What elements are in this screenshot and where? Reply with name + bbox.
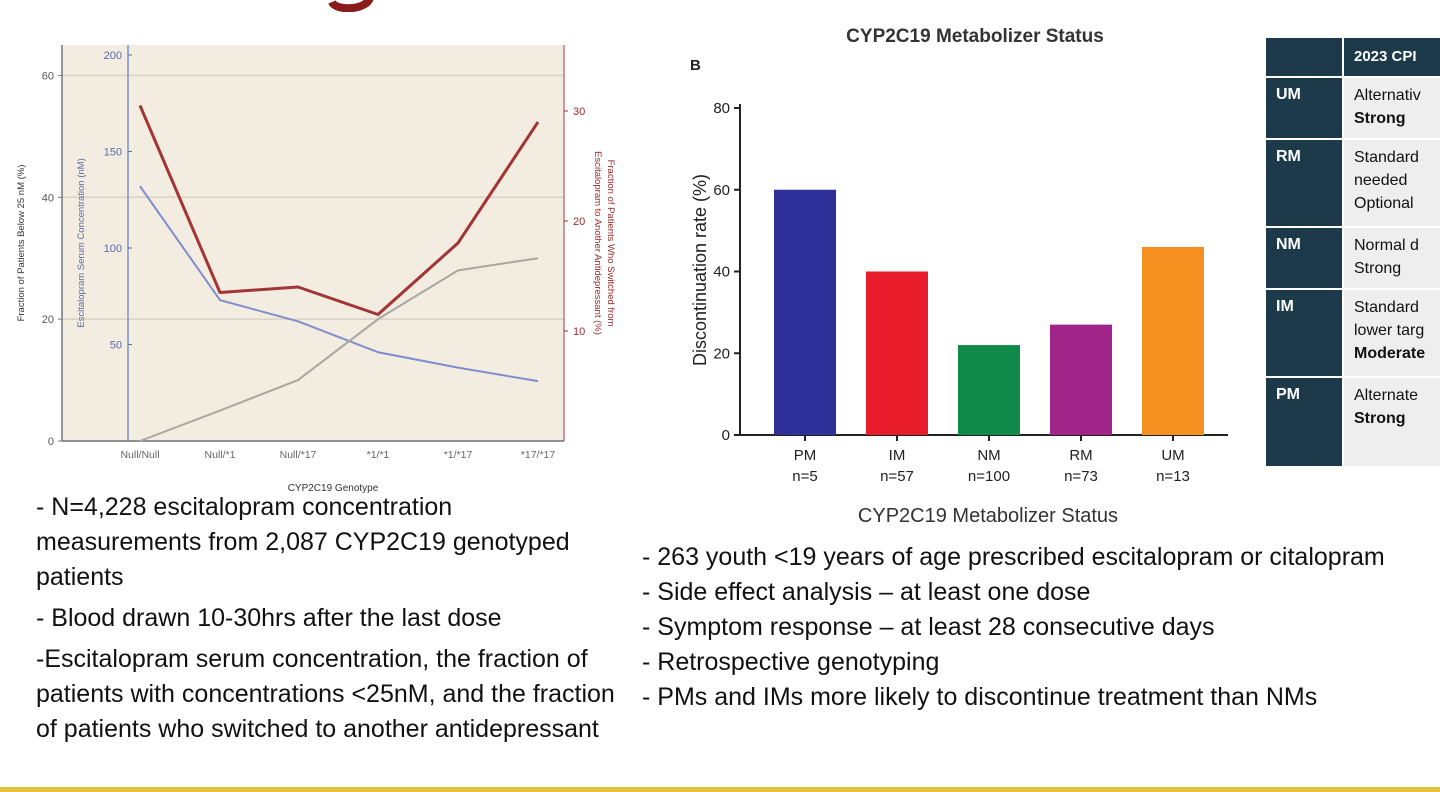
x-tick-label: UM [1161, 447, 1184, 464]
y-axis-title: Discontinuation rate (%) [690, 174, 710, 366]
x-tick-label: Null/*17 [280, 449, 317, 461]
y-axis-title-right: Fraction of Patients Who Switched fromEs… [592, 151, 616, 335]
y-tick-label-inner: 50 [110, 340, 122, 352]
bar-pm [774, 189, 836, 435]
right-notes: - 263 youth <19 years of age prescribed … [642, 540, 1440, 715]
left-notes: - N=4,228 escitalopram concentration mea… [36, 490, 616, 753]
x-tick-label: NM [977, 447, 1000, 464]
cpic-recommendation-table: 2023 CPI UM Alternativ Strong RM Standard need… [1266, 38, 1440, 466]
bar-um [1142, 246, 1204, 435]
right-bullet: - Side effect analysis – at least one do… [642, 578, 1091, 606]
x-axis-title: CYP2C19 Genotype [288, 483, 379, 494]
x-tick-label: *1/*1 [367, 449, 390, 461]
table-row-label: NM [1266, 228, 1342, 288]
left-bullet: -Escitalopram serum concentration, the f… [36, 645, 615, 743]
table-header-blank [1266, 38, 1342, 76]
bar-im [866, 271, 928, 435]
y-tick-label: 80 [713, 100, 730, 117]
x-tick-label: Null/*1 [205, 449, 236, 461]
y-tick-label: 20 [713, 345, 730, 362]
table-row-label: RM [1266, 140, 1342, 226]
y-tick-label-outer: 0 [48, 436, 54, 448]
series-line-1 [139, 185, 539, 383]
title-fragment [328, 0, 373, 12]
table-row-text: Standard needed Optional [1344, 140, 1440, 226]
series-line-3 [139, 257, 539, 442]
table-row-line: Alternativ [1354, 87, 1421, 104]
x-tick-label: Null/Null [120, 449, 159, 461]
table-row-label: UM [1266, 78, 1342, 138]
table-row-line: Strong [1354, 410, 1406, 427]
y-tick-label-inner: 150 [104, 147, 122, 159]
left-line-chart: 0 20 40 60 50 100 150 200 10 20 30 Fraction of Pati… [16, 45, 616, 494]
bottom-rule [0, 787, 1440, 792]
table-row-line: Alternate [1354, 387, 1419, 404]
y-tick-label-right: 30 [573, 106, 585, 118]
x-tick-label: PM [794, 447, 817, 464]
y-tick-label-outer: 60 [42, 70, 54, 82]
y-tick-label: 0 [722, 427, 730, 444]
bar-nm [958, 345, 1020, 435]
y-tick-label: 60 [713, 182, 730, 199]
plot-background [62, 45, 564, 441]
y-axis-title-right-line: Escitalopram to Another Antidepressant (… [592, 151, 603, 335]
x-tick-label: IM [889, 447, 906, 464]
x-tick-n-label: n=5 [792, 468, 817, 485]
chart-title: CYP2C19 Metabolizer Status [846, 26, 1104, 47]
y-tick-label-outer: 20 [42, 314, 54, 326]
y-axis-title-outer: Fraction of Patients Below 25 nM (%) [16, 165, 27, 322]
table-row-line: Standard [1354, 299, 1419, 316]
left-bullet: - Blood drawn 10-30hrs after the last do… [36, 604, 502, 632]
table-row-label: PM [1266, 378, 1342, 466]
right-bullet: - PMs and IMs more likely to discontinue… [642, 683, 1318, 711]
x-axis-title: CYP2C19 Metabolizer Status [858, 505, 1118, 527]
panel-label: B [690, 57, 701, 74]
table-row-text: Normal d Strong [1344, 228, 1440, 288]
y-tick-label: 40 [713, 264, 730, 281]
y-tick-label-outer: 40 [42, 192, 54, 204]
table-row-line: Standard [1354, 149, 1419, 166]
table-row-line: Normal d [1354, 237, 1419, 254]
x-tick-n-label: n=13 [1156, 468, 1190, 485]
table-row-line: Strong [1354, 260, 1402, 277]
x-tick-label: *1/*17 [444, 449, 473, 461]
y-axis-title-inner: Escitalopram Serum Concentration (nM) [76, 158, 87, 327]
series-line-2 [138, 104, 540, 316]
table-row-line: Optional [1354, 195, 1414, 212]
table-header: 2023 CPI [1344, 38, 1440, 76]
right-bullet: - 263 youth <19 years of age prescribed … [642, 543, 1385, 571]
y-axis-title-right-line: Fraction of Patients Who Switched from [605, 160, 616, 327]
table-row-line: Moderate [1354, 345, 1426, 362]
table-row-text: Standard lower targ Moderate [1344, 290, 1440, 376]
x-tick-label: RM [1069, 447, 1092, 464]
table-row-line: lower targ [1354, 322, 1425, 339]
y-tick-label-right: 10 [573, 326, 585, 338]
right-bullet: - Symptom response – at least 28 consecu… [642, 613, 1215, 641]
table-row-text: Alternate Strong [1344, 378, 1440, 466]
left-bullet: - N=4,228 escitalopram concentration mea… [36, 493, 570, 591]
table-row-line: Strong [1354, 110, 1406, 127]
table-row-line: needed [1354, 172, 1408, 189]
y-tick-label-inner: 100 [104, 243, 122, 255]
table-row-text: Alternativ Strong [1344, 78, 1440, 138]
x-tick-label: *17/*17 [521, 449, 556, 461]
x-tick-n-label: n=73 [1064, 468, 1098, 485]
right-bar-chart: CYP2C19 Metabolizer Status B 0 20 40 60 80 Disc… [690, 26, 1228, 527]
x-tick-n-label: n=57 [880, 468, 914, 485]
y-tick-label-inner: 200 [104, 50, 122, 62]
bar-rm [1050, 324, 1112, 435]
y-tick-label-right: 20 [573, 216, 585, 228]
right-bullet: - Retrospective genotyping [642, 648, 940, 676]
table-row-label: IM [1266, 290, 1342, 376]
x-tick-n-label: n=100 [968, 468, 1010, 485]
